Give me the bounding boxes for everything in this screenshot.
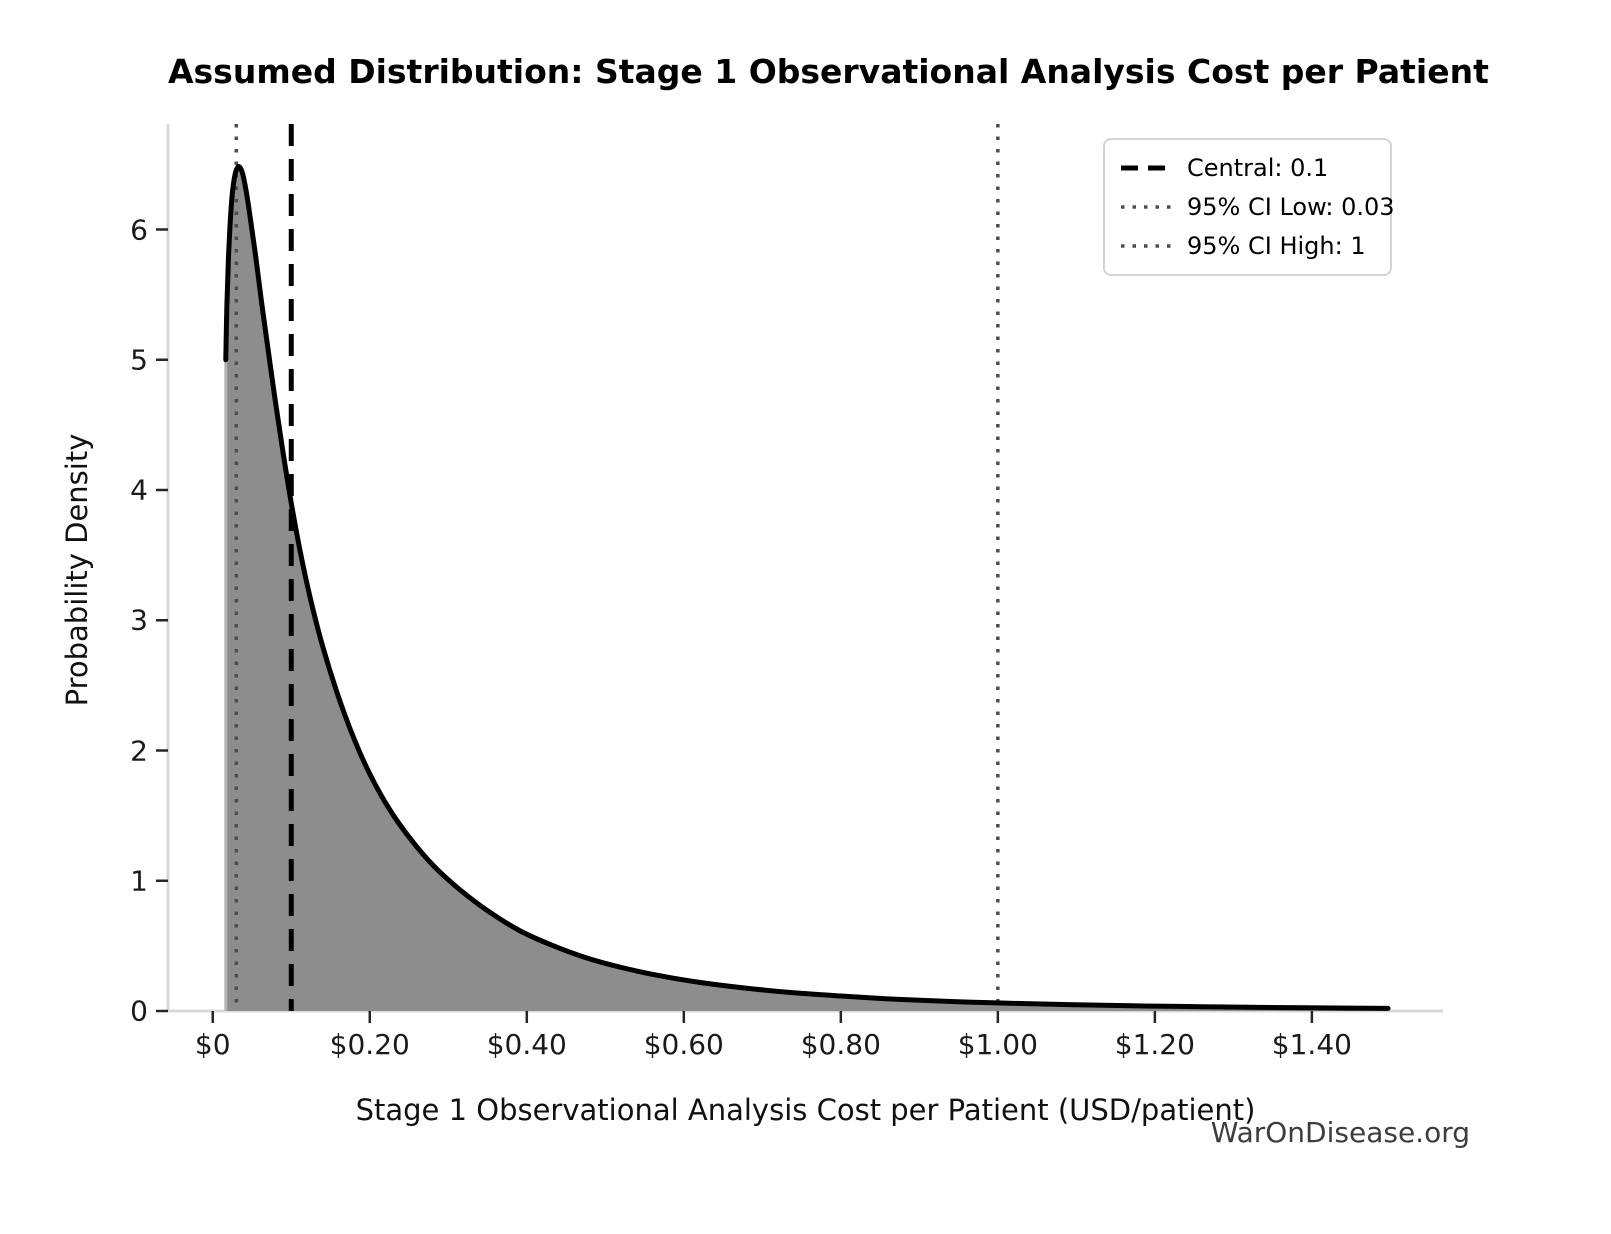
legend-item-ci-low: 95% CI Low: 0.03 bbox=[1119, 191, 1395, 223]
density-curve bbox=[223, 164, 1391, 1011]
chart-title: Assumed Distribution: Stage 1 Observatio… bbox=[168, 52, 1489, 91]
x-tick-label: $0.60 bbox=[643, 1028, 724, 1061]
y-axis-label: Probability Density bbox=[60, 433, 94, 707]
y-tick-label: 6 bbox=[130, 213, 148, 246]
x-tick-label: $1.20 bbox=[1114, 1028, 1195, 1061]
y-tick-label: 1 bbox=[130, 864, 148, 898]
x-axis-label: Stage 1 Observational Analysis Cost per … bbox=[355, 1093, 1256, 1127]
legend-label: Central: 0.1 bbox=[1187, 154, 1329, 182]
watermark: WarOnDisease.org bbox=[1210, 1116, 1470, 1149]
legend-label: 95% CI Low: 0.03 bbox=[1187, 193, 1395, 221]
legend-item-central: Central: 0.1 bbox=[1119, 152, 1376, 184]
x-tick-label: $0 bbox=[194, 1028, 231, 1061]
y-tick-label: 0 bbox=[130, 994, 148, 1028]
x-tick-label: $1.00 bbox=[957, 1028, 1038, 1061]
legend-label: 95% CI High: 1 bbox=[1187, 232, 1366, 260]
x-tick-label: $0.20 bbox=[329, 1028, 410, 1061]
dotted-line-sample bbox=[1121, 244, 1171, 248]
y-tick-label: 3 bbox=[130, 603, 148, 637]
x-tick-label: $1.40 bbox=[1271, 1028, 1352, 1061]
dashed-line-sample bbox=[1121, 165, 1171, 171]
legend-item-ci-high: 95% CI High: 1 bbox=[1119, 230, 1376, 262]
y-tick-label: 5 bbox=[130, 343, 148, 377]
y-tick-label: 2 bbox=[130, 734, 148, 767]
density-fill-area bbox=[225, 166, 1389, 1011]
legend: Central: 0.1 95% CI Low: 0.03 95% CI Hig… bbox=[1103, 138, 1395, 276]
x-tick-label: $0.40 bbox=[486, 1028, 567, 1061]
x-tick-label: $0.80 bbox=[800, 1028, 881, 1061]
dotted-line-sample bbox=[1121, 205, 1171, 209]
y-tick-label: 4 bbox=[130, 473, 148, 507]
